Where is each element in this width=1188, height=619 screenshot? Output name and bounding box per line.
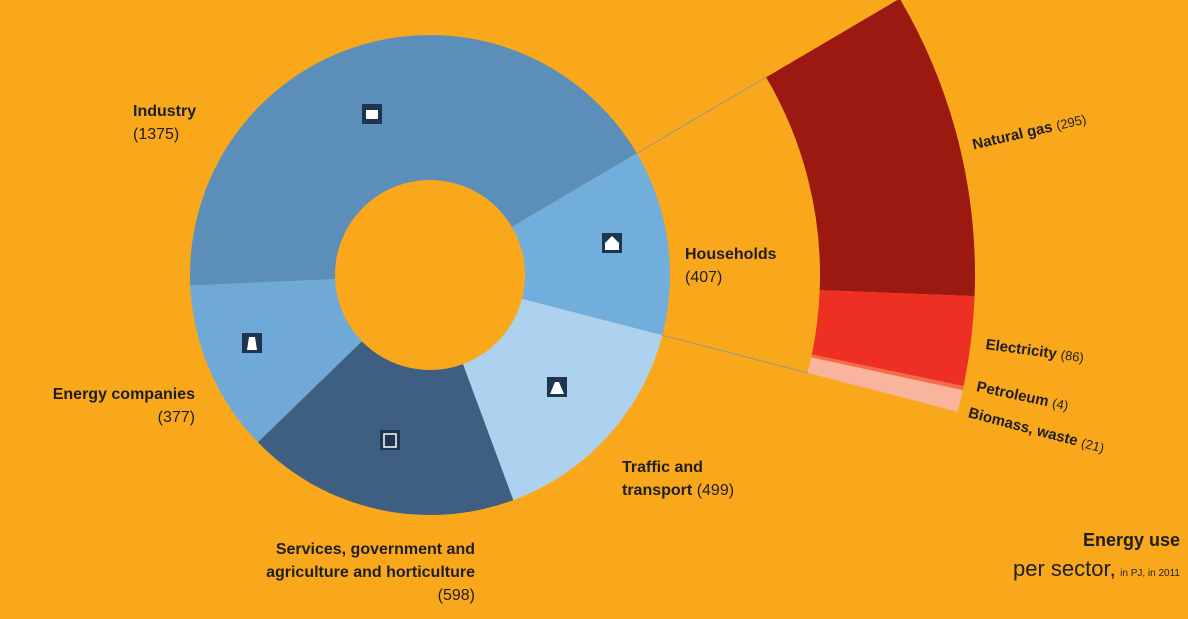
- breakout-label: Biomass, waste (21): [967, 404, 1107, 456]
- category-label: Energy companies: [52, 386, 195, 403]
- category-label: Industry: [133, 103, 197, 120]
- label-traffic: Traffic and transport (499): [622, 456, 772, 502]
- icon-services: [380, 430, 400, 450]
- connector-line: [636, 76, 767, 154]
- breakout-value: (86): [1060, 347, 1085, 365]
- breakout-value: (21): [1080, 435, 1106, 455]
- breakout-category: Electricity: [985, 336, 1059, 362]
- icon-traffic-shape: [550, 382, 564, 394]
- value-label: (407): [685, 269, 723, 286]
- value-label: (499): [696, 482, 735, 499]
- breakout-label: Electricity (86): [985, 336, 1085, 366]
- donut-sector: [462, 298, 663, 501]
- icon-services-shape: [383, 433, 397, 448]
- category-label: Households: [685, 246, 777, 263]
- chart-title: Energy use: [1082, 530, 1180, 550]
- label-energy: Energy companies (377): [53, 383, 195, 429]
- category-label: Services, government and agriculture and…: [266, 541, 475, 581]
- breakout-label: Natural gas (295): [971, 111, 1088, 154]
- donut-sector: [189, 34, 637, 286]
- chart-subtitle: per sector,: [1012, 556, 1116, 581]
- breakout-value: (4): [1051, 395, 1070, 413]
- icon-households-shape: [605, 236, 619, 250]
- category-label: Traffic and transport: [622, 459, 703, 499]
- subtitle-line: per sector, in PJ, in 2011: [1013, 554, 1180, 589]
- breakout-value: (295): [1055, 112, 1088, 133]
- breakout-category: Petroleum: [975, 378, 1050, 410]
- breakout-segment: [807, 357, 963, 412]
- label-households: Households (407): [685, 243, 777, 289]
- value-label: (377): [157, 409, 195, 426]
- donut-sector: [190, 279, 362, 443]
- title-block: Energy use per sector, in PJ, in 2011: [1013, 526, 1180, 589]
- breakout-segment: [766, 0, 975, 297]
- breakout-category: Natural gas: [971, 118, 1054, 153]
- donut-sector: [511, 153, 670, 336]
- donut-sector: [257, 341, 514, 515]
- icon-industry-shape: [366, 110, 378, 119]
- value-label: (598): [437, 587, 475, 604]
- unit-note: in PJ, in 2011: [1120, 568, 1180, 579]
- icon-energy-shape: [247, 337, 257, 350]
- icons: [242, 104, 622, 450]
- label-industry: Industry (1375): [133, 100, 196, 146]
- connector-line: [662, 334, 808, 374]
- breakout-segment: [811, 290, 975, 387]
- breakout-segment: [811, 354, 964, 391]
- value-label: (1375): [133, 126, 180, 143]
- label-services: Services, government and agriculture and…: [195, 538, 475, 607]
